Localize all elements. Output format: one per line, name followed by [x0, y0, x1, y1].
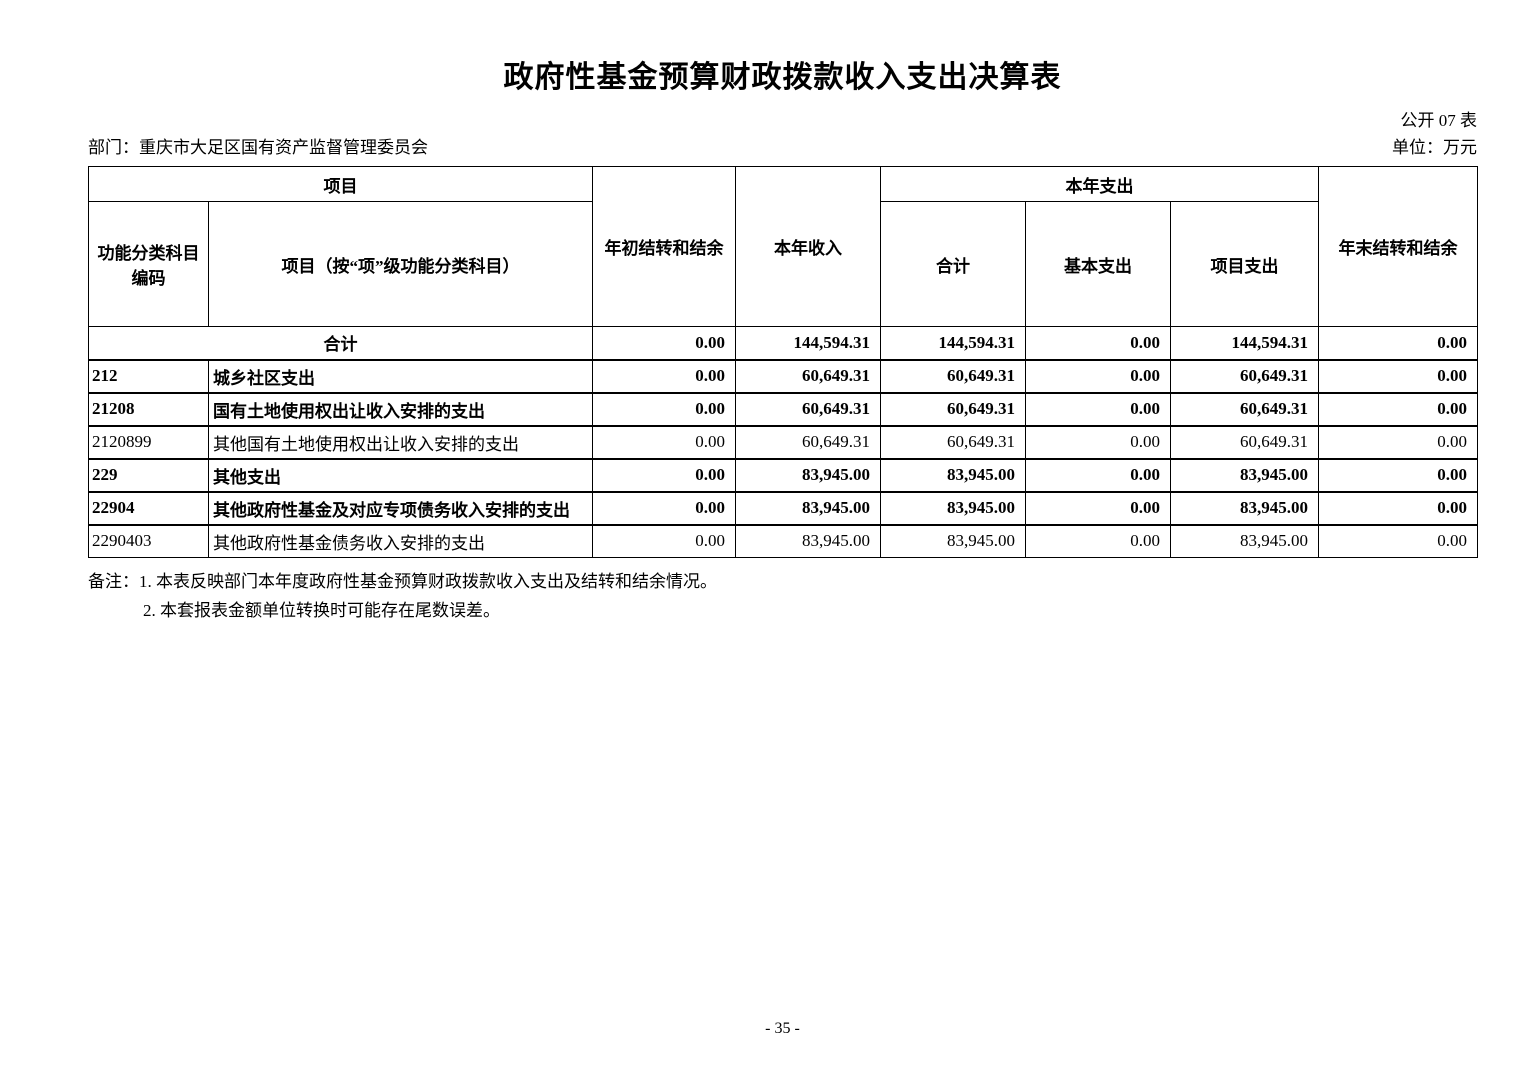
table-row-2290403: 2290403 其他政府性基金债务收入安排的支出 0.00 83,945.00 …: [88, 523, 1479, 558]
cell-year-income: 60,649.31: [735, 358, 881, 393]
cell-project-expense: 60,649.31: [1169, 391, 1320, 426]
cell-year-income: 60,649.31: [735, 424, 881, 459]
row-code: 2120899: [88, 424, 209, 459]
cell-begin-balance: 0.00: [592, 424, 736, 459]
header-expense-total: 合计: [880, 201, 1026, 327]
table-row-21208: 21208 国有土地使用权出让收入安排的支出 0.00 60,649.31 60…: [88, 391, 1479, 426]
cell-basic-expense: 0.00: [1025, 326, 1171, 360]
cell-begin-balance: 0.00: [592, 391, 736, 426]
cell-year-income: 83,945.00: [735, 523, 881, 558]
header-begin-balance: 年初结转和结余: [592, 166, 736, 327]
cell-begin-balance: 0.00: [592, 326, 736, 360]
cell-expense-total: 60,649.31: [880, 424, 1026, 459]
header-project-item: 项目（按“项”级功能分类科目）: [208, 201, 593, 327]
row-name: 其他政府性基金债务收入安排的支出: [208, 523, 593, 558]
header-function-code: 功能分类科目编码: [88, 201, 209, 327]
footnote-1: 备注：1. 本表反映部门本年度政府性基金预算财政拨款收入支出及结转和结余情况。: [88, 572, 717, 591]
cell-expense-total: 83,945.00: [880, 490, 1026, 525]
row-code: 229: [88, 457, 209, 492]
table-row-212: 212 城乡社区支出 0.00 60,649.31 60,649.31 0.00…: [88, 358, 1479, 393]
cell-project-expense: 83,945.00: [1169, 523, 1320, 558]
header-year-income: 本年收入: [735, 166, 881, 327]
table-row-total: 合计 0.00 144,594.31 144,594.31 0.00 144,5…: [88, 326, 1479, 360]
cell-project-expense: 60,649.31: [1169, 358, 1320, 393]
cell-year-income: 60,649.31: [735, 391, 881, 426]
cell-end-balance: 0.00: [1318, 326, 1479, 360]
cell-expense-total: 60,649.31: [880, 358, 1026, 393]
cell-end-balance: 0.00: [1318, 424, 1479, 459]
final-accounts-table: 项目 年初结转和结余 本年收入 本年支出 年末结转和结余 功能分类科目编码 项目…: [88, 166, 1479, 558]
cell-basic-expense: 0.00: [1025, 358, 1171, 393]
department-label: 部门：重庆市大足区国有资产监督管理委员会: [88, 138, 428, 157]
row-code: 21208: [88, 391, 209, 426]
table-row-2120899: 2120899 其他国有土地使用权出让收入安排的支出 0.00 60,649.3…: [88, 424, 1479, 459]
cell-expense-total: 83,945.00: [880, 457, 1026, 492]
row-name: 其他国有土地使用权出让收入安排的支出: [208, 424, 593, 459]
cell-project-expense: 83,945.00: [1169, 490, 1320, 525]
cell-end-balance: 0.00: [1318, 391, 1479, 426]
header-year-expense-group: 本年支出: [879, 166, 1320, 202]
row-name: 国有土地使用权出让收入安排的支出: [208, 391, 593, 426]
unit-label: 单位：万元: [1392, 138, 1477, 157]
header-row-2: 功能分类科目编码 项目（按“项”级功能分类科目） 合计 基本支出 项目支出: [88, 201, 1478, 327]
row-name: 其他政府性基金及对应专项债务收入安排的支出: [208, 490, 593, 525]
cell-basic-expense: 0.00: [1025, 424, 1171, 459]
table-row-22904: 22904 其他政府性基金及对应专项债务收入安排的支出 0.00 83,945.…: [88, 490, 1479, 525]
row-code: 212: [88, 358, 209, 393]
cell-begin-balance: 0.00: [592, 490, 736, 525]
cell-basic-expense: 0.00: [1025, 490, 1171, 525]
row-code: 22904: [88, 490, 209, 525]
header-project-expense: 项目支出: [1169, 201, 1320, 327]
table-row-229: 229 其他支出 0.00 83,945.00 83,945.00 0.00 8…: [88, 457, 1479, 492]
cell-basic-expense: 0.00: [1025, 457, 1171, 492]
footnote-2: 2. 本套报表金额单位转换时可能存在尾数误差。: [143, 601, 500, 620]
cell-project-expense: 60,649.31: [1169, 424, 1320, 459]
cell-end-balance: 0.00: [1318, 523, 1479, 558]
table-label: 公开 07 表: [1400, 111, 1478, 130]
cell-end-balance: 0.00: [1318, 457, 1479, 492]
row-name: 合计: [88, 326, 593, 360]
footnotes: 备注：1. 本表反映部门本年度政府性基金预算财政拨款收入支出及结转和结余情况。 …: [88, 567, 1477, 625]
cell-project-expense: 83,945.00: [1169, 457, 1320, 492]
header-basic-expense: 基本支出: [1025, 201, 1171, 327]
header-end-balance: 年末结转和结余: [1318, 166, 1479, 327]
cell-end-balance: 0.00: [1318, 490, 1479, 525]
cell-expense-total: 60,649.31: [880, 391, 1026, 426]
cell-begin-balance: 0.00: [592, 523, 736, 558]
cell-begin-balance: 0.00: [592, 457, 736, 492]
cell-end-balance: 0.00: [1318, 358, 1479, 393]
cell-basic-expense: 0.00: [1025, 523, 1171, 558]
cell-begin-balance: 0.00: [592, 358, 736, 393]
meta-row: 部门：重庆市大足区国有资产监督管理委员会 单位：万元: [88, 137, 1477, 159]
cell-year-income: 144,594.31: [735, 326, 881, 360]
row-name: 城乡社区支出: [208, 358, 593, 393]
cell-year-income: 83,945.00: [735, 457, 881, 492]
cell-basic-expense: 0.00: [1025, 391, 1171, 426]
document-content: 政府性基金预算财政拨款收入支出决算表 公开 07 表 部门：重庆市大足区国有资产…: [88, 0, 1479, 625]
page-title: 政府性基金预算财政拨款收入支出决算表: [503, 61, 1062, 94]
row-code: 2290403: [88, 523, 209, 558]
cell-expense-total: 83,945.00: [880, 523, 1026, 558]
cell-project-expense: 144,594.31: [1169, 326, 1320, 360]
cell-expense-total: 144,594.31: [880, 326, 1026, 360]
header-project-group: 项目: [88, 166, 593, 202]
row-name: 其他支出: [208, 457, 593, 492]
page-number: - 35 -: [765, 1020, 800, 1037]
header-row-1: 项目 年初结转和结余 本年收入 本年支出 年末结转和结余: [88, 166, 1479, 327]
cell-year-income: 83,945.00: [735, 490, 881, 525]
